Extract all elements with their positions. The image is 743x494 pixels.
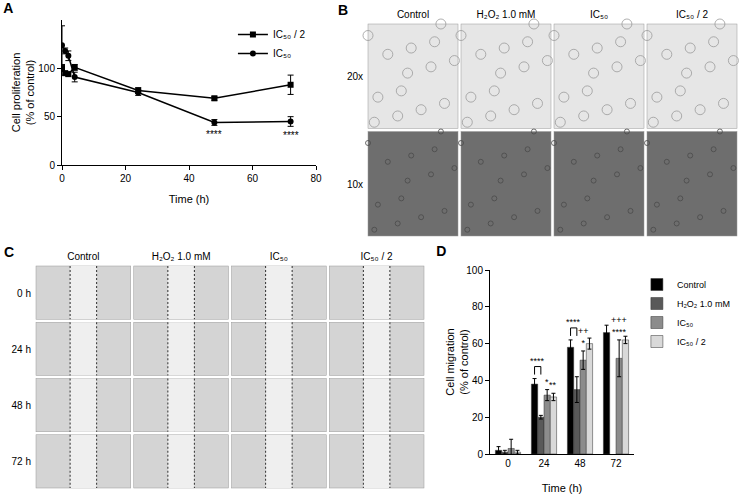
svg-text:+++****: +++**** [611,315,627,337]
svg-text:80: 80 [472,301,484,312]
svg-text:IC₅₀ / 2: IC₅₀ / 2 [677,337,706,347]
svg-text:20: 20 [120,173,132,184]
svg-text:IC₅₀ / 2: IC₅₀ / 2 [273,29,306,40]
svg-text:80: 80 [310,173,322,184]
svg-text:20x: 20x [347,71,363,82]
svg-text:****: **** [283,130,299,141]
svg-text:Time (h): Time (h) [542,482,583,494]
svg-text:60: 60 [472,338,484,349]
svg-text:60: 60 [247,173,259,184]
svg-text:IC₅₀ / 2: IC₅₀ / 2 [676,9,709,20]
svg-text:24: 24 [538,458,550,469]
svg-text:H₂O₂ 1.0 mM: H₂O₂ 1.0 mM [152,251,211,262]
svg-text:0: 0 [477,449,483,460]
svg-text:D: D [436,243,446,259]
svg-text:100: 100 [38,63,55,74]
svg-text:*: * [545,377,549,387]
svg-text:****: **** [566,317,581,327]
svg-text:IC₅₀: IC₅₀ [273,48,291,59]
svg-text:Time (h): Time (h) [169,193,210,205]
svg-text:24 h: 24 h [12,344,31,355]
svg-text:72 h: 72 h [12,456,31,467]
svg-text:40: 40 [183,173,195,184]
svg-text:++*: ++* [578,326,589,348]
svg-text:50: 50 [44,111,56,122]
svg-text:H₂O₂ 1.0 mM: H₂O₂ 1.0 mM [477,9,536,20]
svg-text:0: 0 [59,173,65,184]
svg-text:Cell proliferation(% of contro: Cell proliferation(% of control) [10,53,36,132]
svg-text:10x: 10x [347,179,363,190]
svg-text:IC₅₀: IC₅₀ [677,318,694,328]
svg-text:**: ** [549,380,557,390]
svg-text:A: A [3,0,13,16]
svg-text:IC₅₀: IC₅₀ [270,251,288,262]
svg-text:40: 40 [472,375,484,386]
svg-text:0: 0 [505,458,511,469]
svg-text:C: C [4,244,14,260]
svg-text:72: 72 [610,458,622,469]
svg-text:Control: Control [397,9,429,20]
svg-text:****: **** [206,129,222,140]
svg-text:Cell migration(% of control): Cell migration(% of control) [444,328,470,395]
svg-text:0: 0 [49,160,55,171]
svg-text:48 h: 48 h [12,400,31,411]
svg-text:B: B [338,2,348,18]
svg-text:20: 20 [472,412,484,423]
svg-text:H₂O₂ 1.0 mM: H₂O₂ 1.0 mM [677,299,730,309]
svg-text:Control: Control [67,251,99,262]
svg-text:0 h: 0 h [17,288,31,299]
svg-text:48: 48 [574,458,586,469]
svg-text:IC₅₀: IC₅₀ [590,9,608,20]
svg-text:****: **** [530,356,545,366]
svg-text:Control: Control [677,280,706,290]
svg-text:IC₅₀ / 2: IC₅₀ / 2 [361,251,394,262]
svg-text:100: 100 [466,265,483,276]
